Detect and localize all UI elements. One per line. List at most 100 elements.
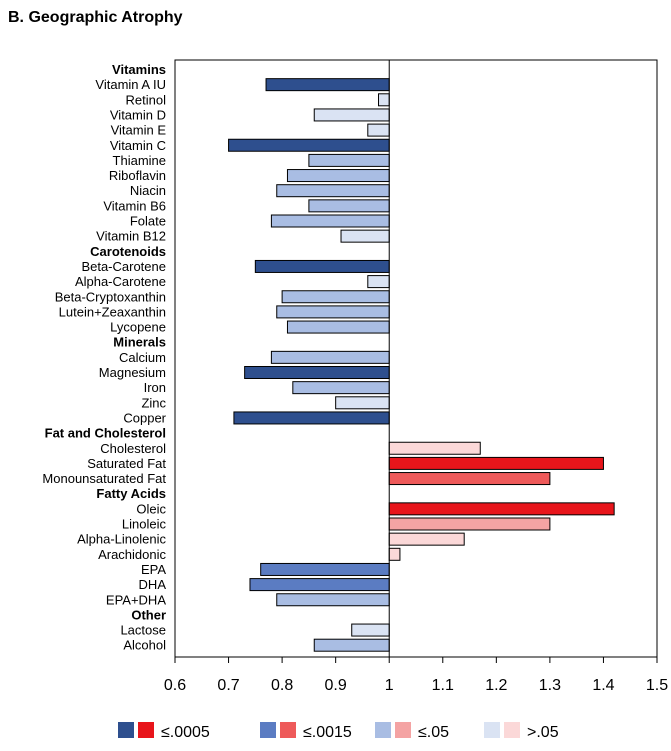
- category-label-folate: Folate: [130, 214, 166, 229]
- legend-swatch-blue: [484, 722, 500, 738]
- category-label-lactose: Lactose: [120, 623, 166, 638]
- bar-beta-cryptoxanthin: [281, 290, 390, 304]
- category-label-thiamine: Thiamine: [113, 153, 166, 168]
- category-label-calcium: Calcium: [119, 350, 166, 365]
- category-label-beta-carotene: Beta-Carotene: [81, 259, 166, 274]
- bar-lutein-zeaxanthin: [276, 305, 390, 319]
- category-label-vitamin-b6: Vitamin B6: [103, 198, 166, 213]
- bar-vitamin-a-iu: [265, 78, 390, 92]
- x-tick-label: 0.8: [271, 677, 293, 694]
- legend-swatch-red: [504, 722, 520, 738]
- category-label-saturated-fat: Saturated Fat: [87, 456, 166, 471]
- category-label-lutein-zeaxanthin: Lutein+Zeaxanthin: [59, 304, 166, 319]
- category-label-vitamin-e: Vitamin E: [111, 123, 167, 138]
- bar-retinol: [378, 93, 390, 107]
- bar-alpha-carotene: [367, 275, 390, 289]
- bar-magnesium: [244, 366, 390, 379]
- category-label-alpha-linolenic: Alpha-Linolenic: [77, 532, 166, 547]
- category-label-monounsaturated-fat: Monounsaturated Fat: [42, 471, 166, 486]
- bar-niacin: [276, 184, 390, 198]
- category-label-beta-cryptoxanthin: Beta-Cryptoxanthin: [55, 289, 166, 304]
- category-label-linoleic: Linoleic: [122, 517, 167, 532]
- bar-linoleic: [388, 517, 551, 531]
- x-axis: 0.6 0.7 0.8 0.9 1 1.1 1.2 1.3 1.4 1.5: [164, 657, 668, 694]
- category-label-vitamin-b12: Vitamin B12: [96, 229, 166, 244]
- legend-swatch-red: [395, 722, 411, 738]
- bar-cholesterol: [388, 441, 481, 455]
- x-tick-label: 1.4: [592, 677, 614, 694]
- legend-label-2: ≤.0015: [303, 724, 352, 741]
- bar-dha: [249, 578, 390, 592]
- bar-vitamin-e: [367, 123, 390, 137]
- legend-swatch-blue: [260, 722, 276, 738]
- category-label-iron: Iron: [144, 380, 166, 395]
- category-label-epa-dha: EPA+DHA: [106, 592, 166, 607]
- bar-folate: [270, 214, 390, 228]
- chart-title: B. Geographic Atrophy: [8, 9, 183, 26]
- x-tick-label: 0.9: [325, 677, 347, 694]
- category-label-dha: DHA: [139, 577, 167, 592]
- x-tick-label: 1: [385, 677, 394, 694]
- group-label-vitamins: Vitamins: [112, 62, 166, 77]
- bar-vitamin-d: [313, 108, 390, 122]
- legend-swatch-blue: [118, 722, 134, 738]
- bar-saturated-fat: [388, 456, 604, 470]
- legend: ≤.0005 ≤.0015 ≤.05 >.05: [118, 722, 559, 741]
- bar-beta-carotene: [254, 259, 390, 273]
- category-label-oleic: Oleic: [136, 501, 166, 516]
- bar-vitamin-b12: [340, 229, 390, 243]
- bar-alcohol: [313, 638, 390, 652]
- category-label-vitamin-a-iu: Vitamin A IU: [95, 77, 166, 92]
- category-label-magnesium: Magnesium: [99, 365, 166, 380]
- x-tick-label: 0.7: [217, 677, 239, 694]
- group-label-fatty-acids: Fatty Acids: [96, 486, 166, 501]
- bar-calcium: [270, 350, 390, 364]
- bar-copper: [233, 411, 390, 425]
- bar-riboflavin: [286, 169, 390, 183]
- bar-vitamin-b6: [308, 199, 390, 213]
- category-label-alcohol: Alcohol: [123, 638, 166, 653]
- category-label-copper: Copper: [123, 410, 166, 425]
- legend-label-3: ≤.05: [418, 724, 449, 741]
- category-label-arachidonic: Arachidonic: [98, 547, 166, 562]
- category-label-lycopene: Lycopene: [110, 320, 166, 335]
- legend-swatch-blue: [375, 722, 391, 738]
- legend-swatch-red: [280, 722, 296, 738]
- bar-arachidonic: [388, 547, 401, 561]
- bars-layer: [228, 78, 615, 652]
- x-tick-label: 1.2: [485, 677, 507, 694]
- x-tick-label: 0.6: [164, 677, 186, 694]
- group-label-other: Other: [131, 607, 166, 622]
- x-tick-label: 1.3: [539, 677, 561, 694]
- category-label-epa: EPA: [141, 562, 166, 577]
- bar-alpha-linolenic: [388, 532, 465, 546]
- bar-iron: [292, 381, 390, 395]
- category-label-alpha-carotene: Alpha-Carotene: [75, 274, 166, 289]
- legend-label-4: >.05: [527, 724, 559, 741]
- bar-zinc: [335, 396, 390, 410]
- plot-frame: [174, 59, 658, 658]
- group-label-fat-and-cholesterol: Fat and Cholesterol: [45, 426, 166, 441]
- x-tick-label: 1.5: [646, 677, 668, 694]
- legend-label-1: ≤.0005: [161, 724, 210, 741]
- x-tick-label: 1.1: [432, 677, 454, 694]
- bar-epa-dha: [276, 593, 390, 607]
- category-label-niacin: Niacin: [130, 183, 166, 198]
- group-label-carotenoids: Carotenoids: [90, 244, 166, 259]
- group-label-minerals: Minerals: [113, 335, 166, 350]
- bar-lactose: [351, 623, 390, 637]
- bar-thiamine: [308, 153, 390, 167]
- bar-monounsaturated-fat: [388, 472, 551, 486]
- category-label-riboflavin: Riboflavin: [109, 168, 166, 183]
- bar-vitamin-c: [228, 138, 390, 152]
- category-label-zinc: Zinc: [141, 395, 166, 410]
- category-label-retinol: Retinol: [126, 92, 167, 107]
- bar-oleic: [388, 502, 615, 516]
- category-label-vitamin-d: Vitamin D: [110, 107, 166, 122]
- category-label-vitamin-c: Vitamin C: [110, 138, 166, 153]
- category-label-cholesterol: Cholesterol: [100, 441, 166, 456]
- bar-lycopene: [286, 320, 390, 334]
- legend-swatch-red: [138, 722, 154, 738]
